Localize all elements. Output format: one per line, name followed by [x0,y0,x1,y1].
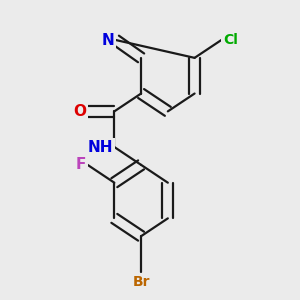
Text: O: O [73,104,86,119]
Text: NH: NH [87,140,113,154]
Text: N: N [102,32,114,47]
Text: F: F [76,158,86,172]
Text: Cl: Cl [223,33,238,47]
Text: Br: Br [132,275,150,289]
